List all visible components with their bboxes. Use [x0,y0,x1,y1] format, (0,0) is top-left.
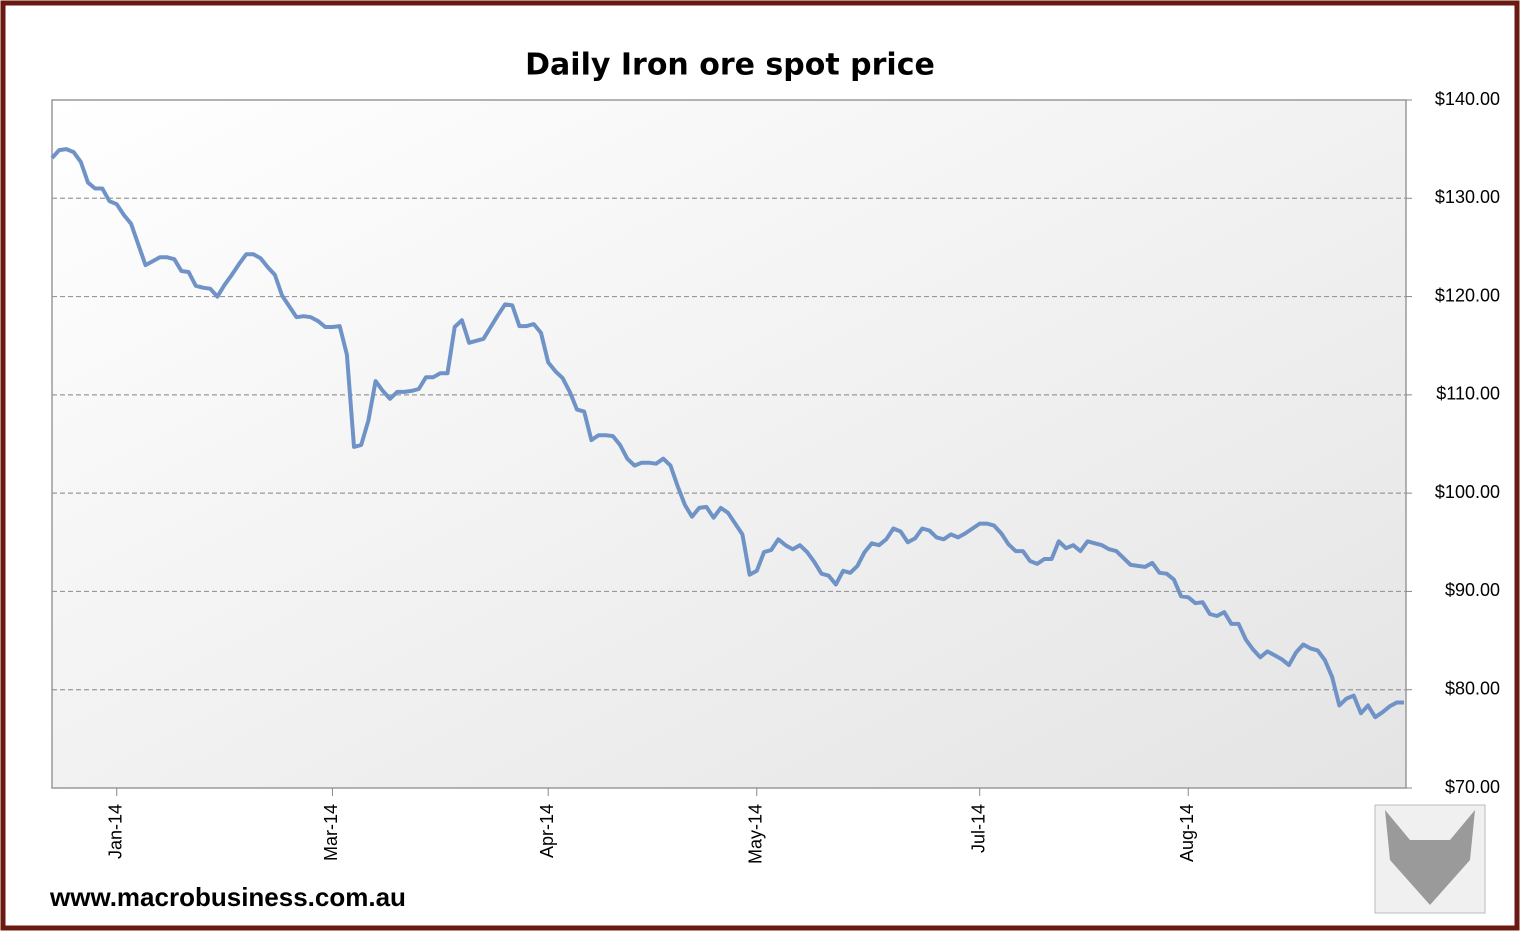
y-tick-label: $100.00 [1435,482,1500,502]
x-tick-label: Mar-14 [321,804,341,861]
plot-area [51,99,1407,789]
footer: www.macrobusiness.com.au [49,882,406,912]
y-tick-label: $90.00 [1445,580,1500,600]
y-tick-label: $80.00 [1445,678,1500,698]
x-tick-label: Apr-14 [537,804,557,858]
price-line [50,147,1404,720]
y-tick-label: $120.00 [1435,285,1500,305]
x-tick-label: Aug-14 [1177,804,1197,862]
logo-shape [1385,810,1475,905]
y-tick-label: $140.00 [1435,89,1500,109]
y-tick-label: $130.00 [1435,187,1500,207]
logo [1374,804,1486,914]
y-tick-label: $110.00 [1436,384,1500,404]
x-tick-label: Jan-14 [105,804,125,859]
chart-title: Daily Iron ore spot price [525,48,935,83]
y-tick-label: $70.00 [1445,777,1500,797]
x-tick-label: May-14 [746,804,766,864]
x-tick-label: Jul-14 [968,804,988,853]
